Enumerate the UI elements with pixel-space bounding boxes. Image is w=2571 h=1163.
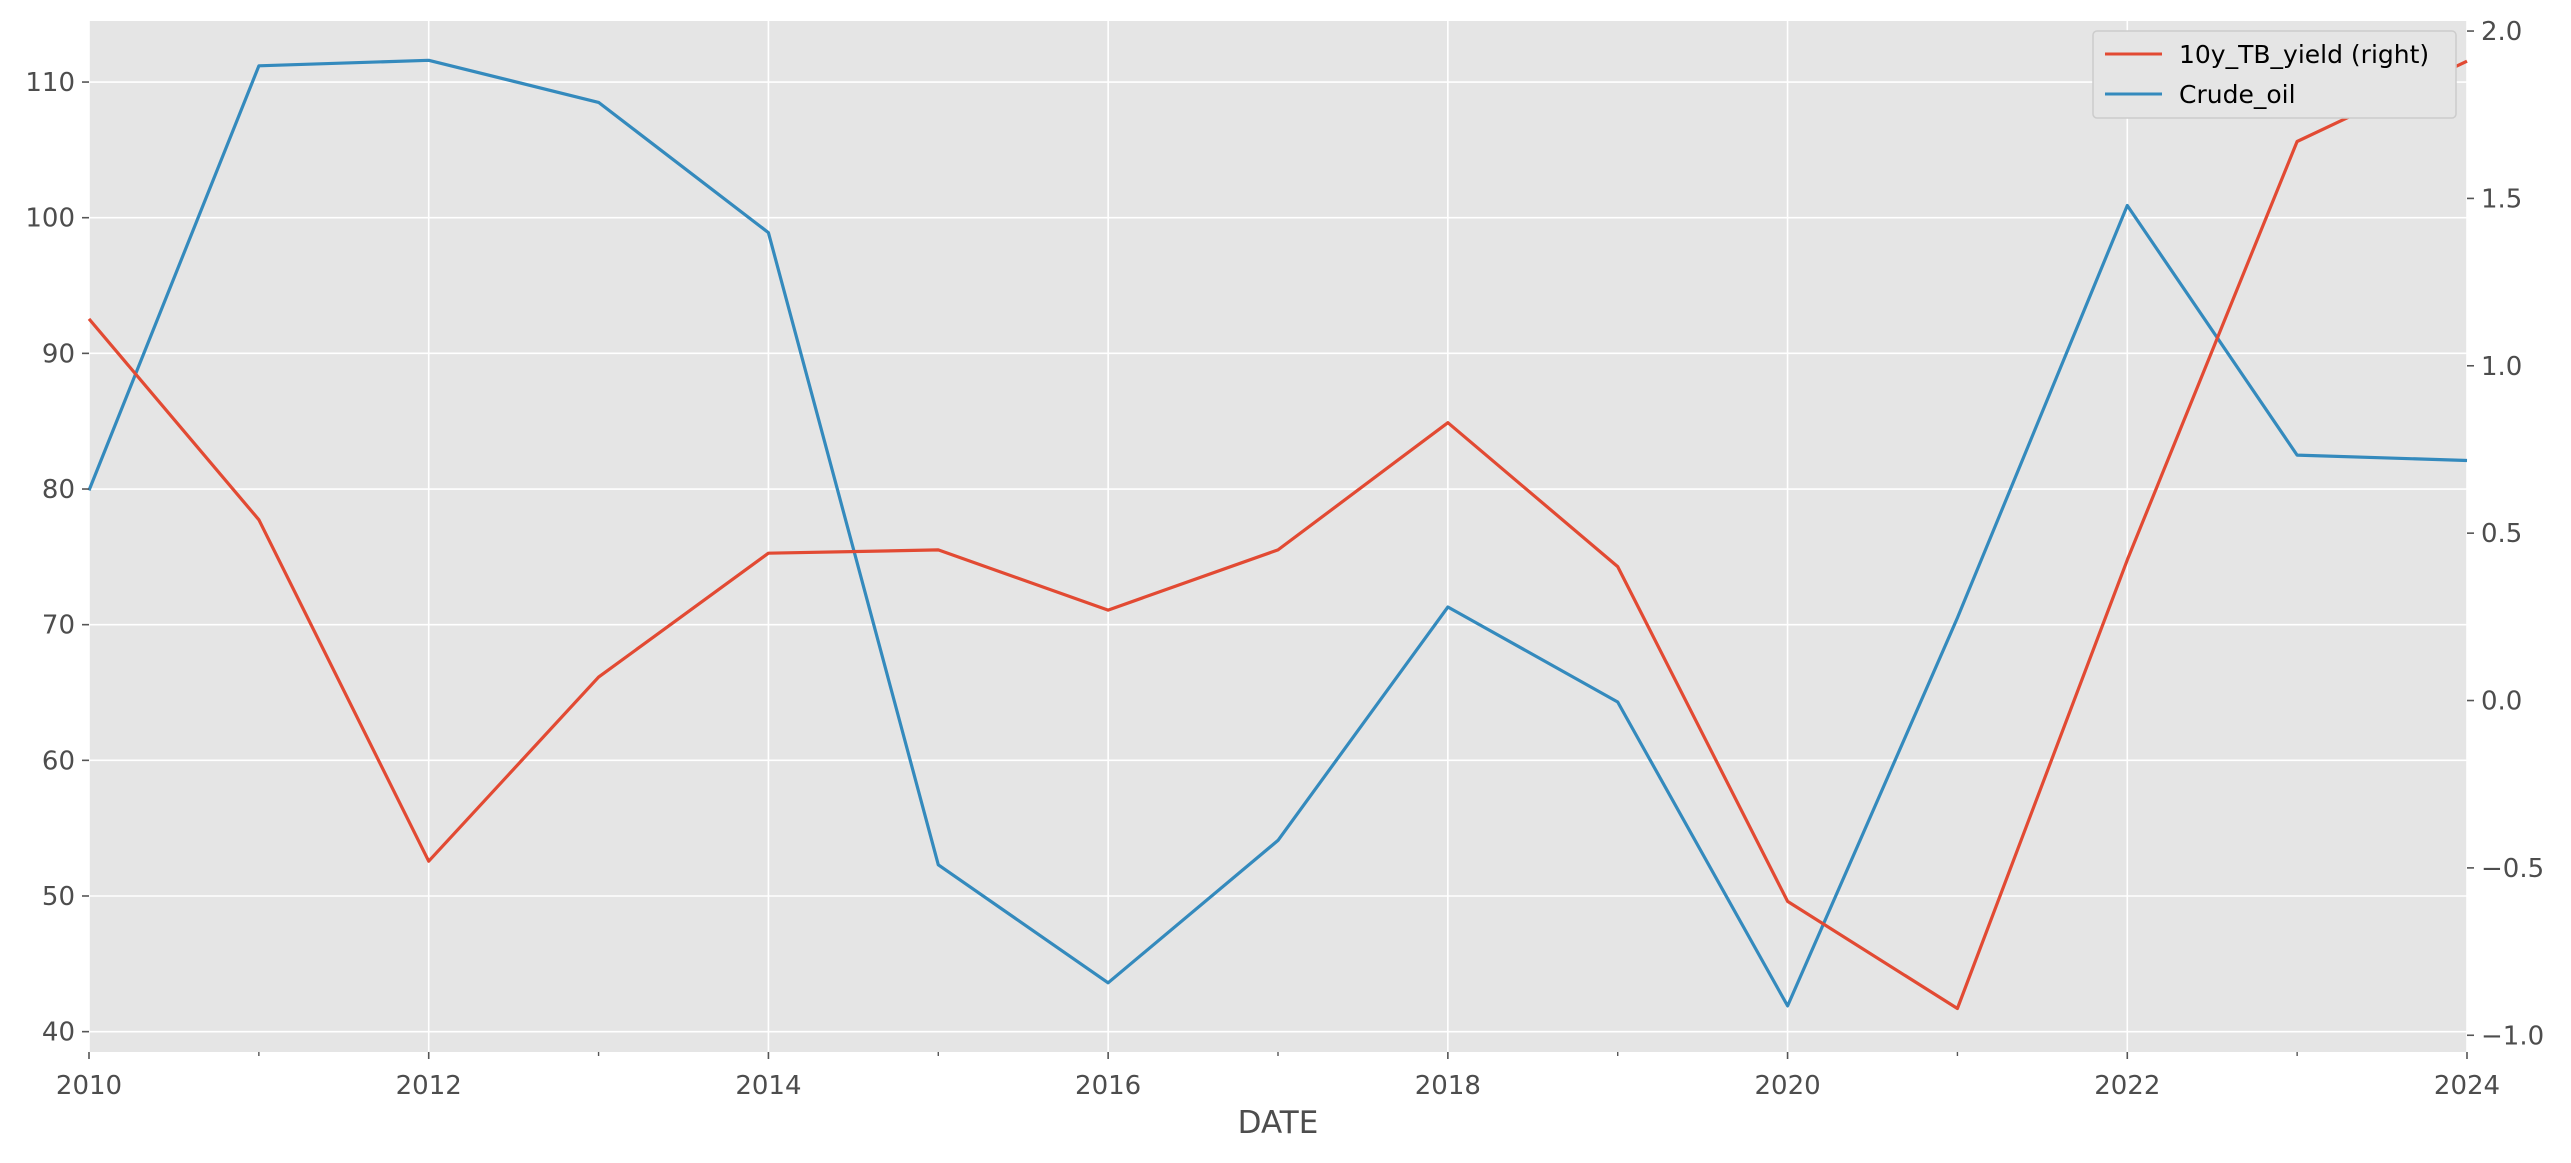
y-left-tick-label: 70	[42, 611, 75, 641]
y-right-tick-label: 0.0	[2481, 687, 2522, 717]
y-right-tick-label: −1.0	[2481, 1021, 2544, 1051]
y-left-tick-label: 60	[42, 746, 75, 776]
x-tick-label: 2016	[1075, 1071, 1141, 1101]
y-right-tick-label: 0.5	[2481, 519, 2522, 549]
x-tick-label: 2012	[396, 1071, 462, 1101]
y-left-tick-label: 90	[42, 339, 75, 369]
y-right-tick-label: −0.5	[2481, 854, 2544, 884]
x-tick-label: 2024	[2434, 1071, 2500, 1101]
y-right-tick-label: 1.0	[2481, 352, 2522, 382]
legend-label-10y-tb-yield: 10y_TB_yield (right)	[2179, 40, 2429, 69]
y-left-tick-label: 100	[25, 204, 75, 234]
plot-background	[89, 21, 2467, 1052]
legend: 10y_TB_yield (right) Crude_oil	[2093, 31, 2456, 118]
y-left-tick-label: 110	[25, 68, 75, 98]
x-tick-label: 2014	[735, 1071, 801, 1101]
x-tick-label: 2022	[2094, 1071, 2160, 1101]
x-tick-label: 2010	[56, 1071, 122, 1101]
x-tick-label: 2018	[1415, 1071, 1481, 1101]
y-left-tick-label: 80	[42, 475, 75, 505]
y-right-tick-label: 1.5	[2481, 184, 2522, 214]
legend-label-crude-oil: Crude_oil	[2179, 80, 2296, 109]
y-left-tick-label: 40	[42, 1018, 75, 1048]
x-axis-title: DATE	[1238, 1105, 1319, 1141]
y-left-tick-label: 50	[42, 882, 75, 912]
y-right-tick-label: 2.0	[2481, 17, 2522, 47]
x-tick-label: 2020	[1754, 1071, 1820, 1101]
